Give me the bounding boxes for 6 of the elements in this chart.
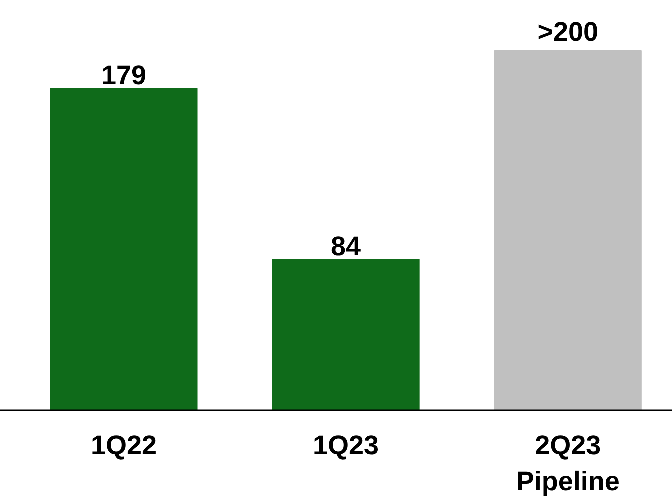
x-tick-label: 1Q23 (313, 430, 380, 460)
data-label: 84 (331, 231, 362, 262)
data-label: >200 (538, 16, 599, 47)
data-label: 179 (101, 60, 147, 91)
x-tick-label: 2Q23 Pipeline (516, 430, 620, 496)
x-tick-label: 1Q22 (90, 430, 158, 460)
